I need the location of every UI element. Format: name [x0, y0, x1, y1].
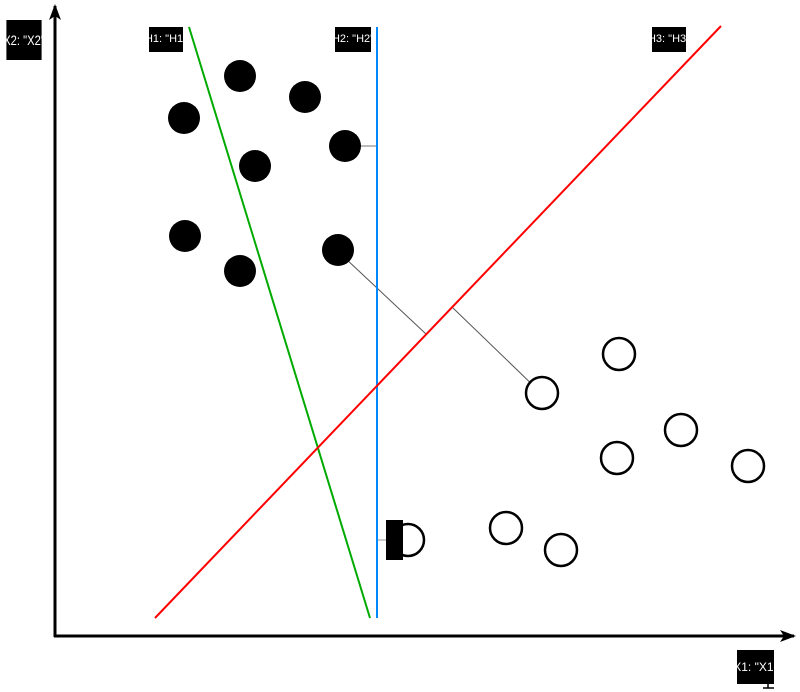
point-label-box	[386, 520, 403, 560]
open-point	[730, 448, 766, 484]
filled-point	[239, 150, 271, 182]
open-point	[599, 440, 635, 476]
axis-label-x1: X1: "X1"	[737, 650, 774, 684]
margin-line	[452, 307, 542, 394]
hyperplane-h3	[154, 25, 722, 619]
hyperplane-label-h1: H1: "H1"	[149, 27, 183, 52]
hyperplane-label-h3: H3: "H3"	[652, 27, 686, 52]
filled-point	[322, 234, 354, 266]
hyperplane-h1	[188, 26, 371, 619]
filled-point	[224, 60, 256, 92]
open-point	[524, 375, 560, 411]
margin-line	[344, 257, 427, 335]
class-filled-points	[168, 60, 361, 287]
open-point	[601, 336, 637, 372]
class-open-points	[390, 336, 766, 568]
open-point	[543, 532, 579, 568]
filled-point	[329, 130, 361, 162]
filled-point	[168, 102, 200, 134]
filled-point	[289, 81, 321, 113]
open-point	[663, 412, 699, 448]
hyperplane-label-h2: H2: "H2"	[335, 27, 371, 52]
filled-point	[224, 255, 256, 287]
axis-label-x2: X2: "X2"	[6, 20, 42, 60]
filled-point	[169, 220, 201, 252]
open-point	[488, 510, 524, 546]
